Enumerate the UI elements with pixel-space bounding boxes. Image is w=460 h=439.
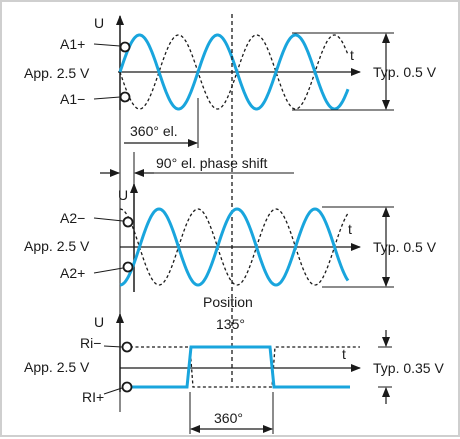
panel2-a2-minus-leader bbox=[93, 217, 124, 222]
panel2-a2-minus-label: A2− bbox=[60, 210, 85, 226]
panel1-a1-plus-leader bbox=[93, 43, 121, 47]
panel1-ref-label: App. 2.5 V bbox=[24, 65, 90, 81]
panel2-a2-plus-leader bbox=[93, 267, 124, 274]
panel3-ri-minus-leader bbox=[103, 345, 123, 348]
panel3-period-label: 360° bbox=[214, 410, 243, 426]
position-label: Position bbox=[203, 294, 253, 310]
panel3-ri-minus-label: Ri− bbox=[80, 335, 101, 351]
panel1-period-label: 360° el. bbox=[130, 123, 178, 139]
phase-shift-annotation: 90° el. phase shift bbox=[100, 152, 294, 200]
panel-reference: Position 135° U t Ri− App. 2.5 V RI+ Typ… bbox=[24, 294, 444, 434]
panel2-a2-minus-terminal bbox=[122, 216, 134, 228]
panel1-a1-plus-label: A1+ bbox=[60, 36, 85, 52]
position-angle-label: 135° bbox=[216, 316, 245, 332]
panel2-u-label: U bbox=[118, 187, 128, 203]
panel3-ri-plus-terminal bbox=[121, 381, 133, 393]
panel1-u-label: U bbox=[94, 15, 104, 31]
panel2-t-label: t bbox=[348, 221, 352, 237]
panel3-ri-minus-signal bbox=[130, 346, 360, 388]
phase-shift-label: 90° el. phase shift bbox=[156, 155, 268, 171]
panel1-a1-plus-wave bbox=[118, 33, 350, 111]
panel3-ref-label: App. 2.5 V bbox=[24, 359, 90, 375]
panel-a2: U t A2− App. 2.5 V A2+ Typ. 0.5 V bbox=[24, 183, 437, 292]
panel2-ref-label: App. 2.5 V bbox=[24, 238, 90, 254]
panel2-a2-minus-wave bbox=[119, 208, 349, 286]
panel1-a1-minus-wave bbox=[119, 34, 349, 110]
panel-a1: U t A1+ App. 2.5 V A1− Typ. 0.5 V 360° e… bbox=[24, 15, 437, 148]
panel3-ri-plus-leader bbox=[103, 387, 123, 395]
panel1-a1-minus-leader bbox=[93, 96, 121, 100]
panel2-a2-plus-label: A2+ bbox=[60, 265, 85, 281]
panel3-u-label: U bbox=[94, 314, 104, 330]
panel3-ri-minus-terminal bbox=[121, 341, 133, 353]
panel3-ri-plus-signal bbox=[130, 345, 350, 389]
panel2-a2-plus-wave bbox=[119, 207, 350, 287]
panel3-amplitude-label: Typ. 0.35 V bbox=[373, 360, 444, 376]
panel1-a1-plus-terminal bbox=[119, 41, 131, 53]
panel3-ri-plus-label: RI+ bbox=[82, 389, 104, 405]
panel2-a2-plus-terminal bbox=[122, 261, 134, 273]
panel3-t-label: t bbox=[342, 346, 346, 362]
panel1-a1-minus-label: A1− bbox=[60, 91, 85, 107]
panel1-amplitude-label: Typ. 0.5 V bbox=[373, 64, 437, 80]
panel1-t-label: t bbox=[350, 47, 354, 63]
panel1-a1-minus-terminal bbox=[119, 91, 131, 103]
panel2-amplitude-label: Typ. 0.5 V bbox=[373, 239, 437, 255]
